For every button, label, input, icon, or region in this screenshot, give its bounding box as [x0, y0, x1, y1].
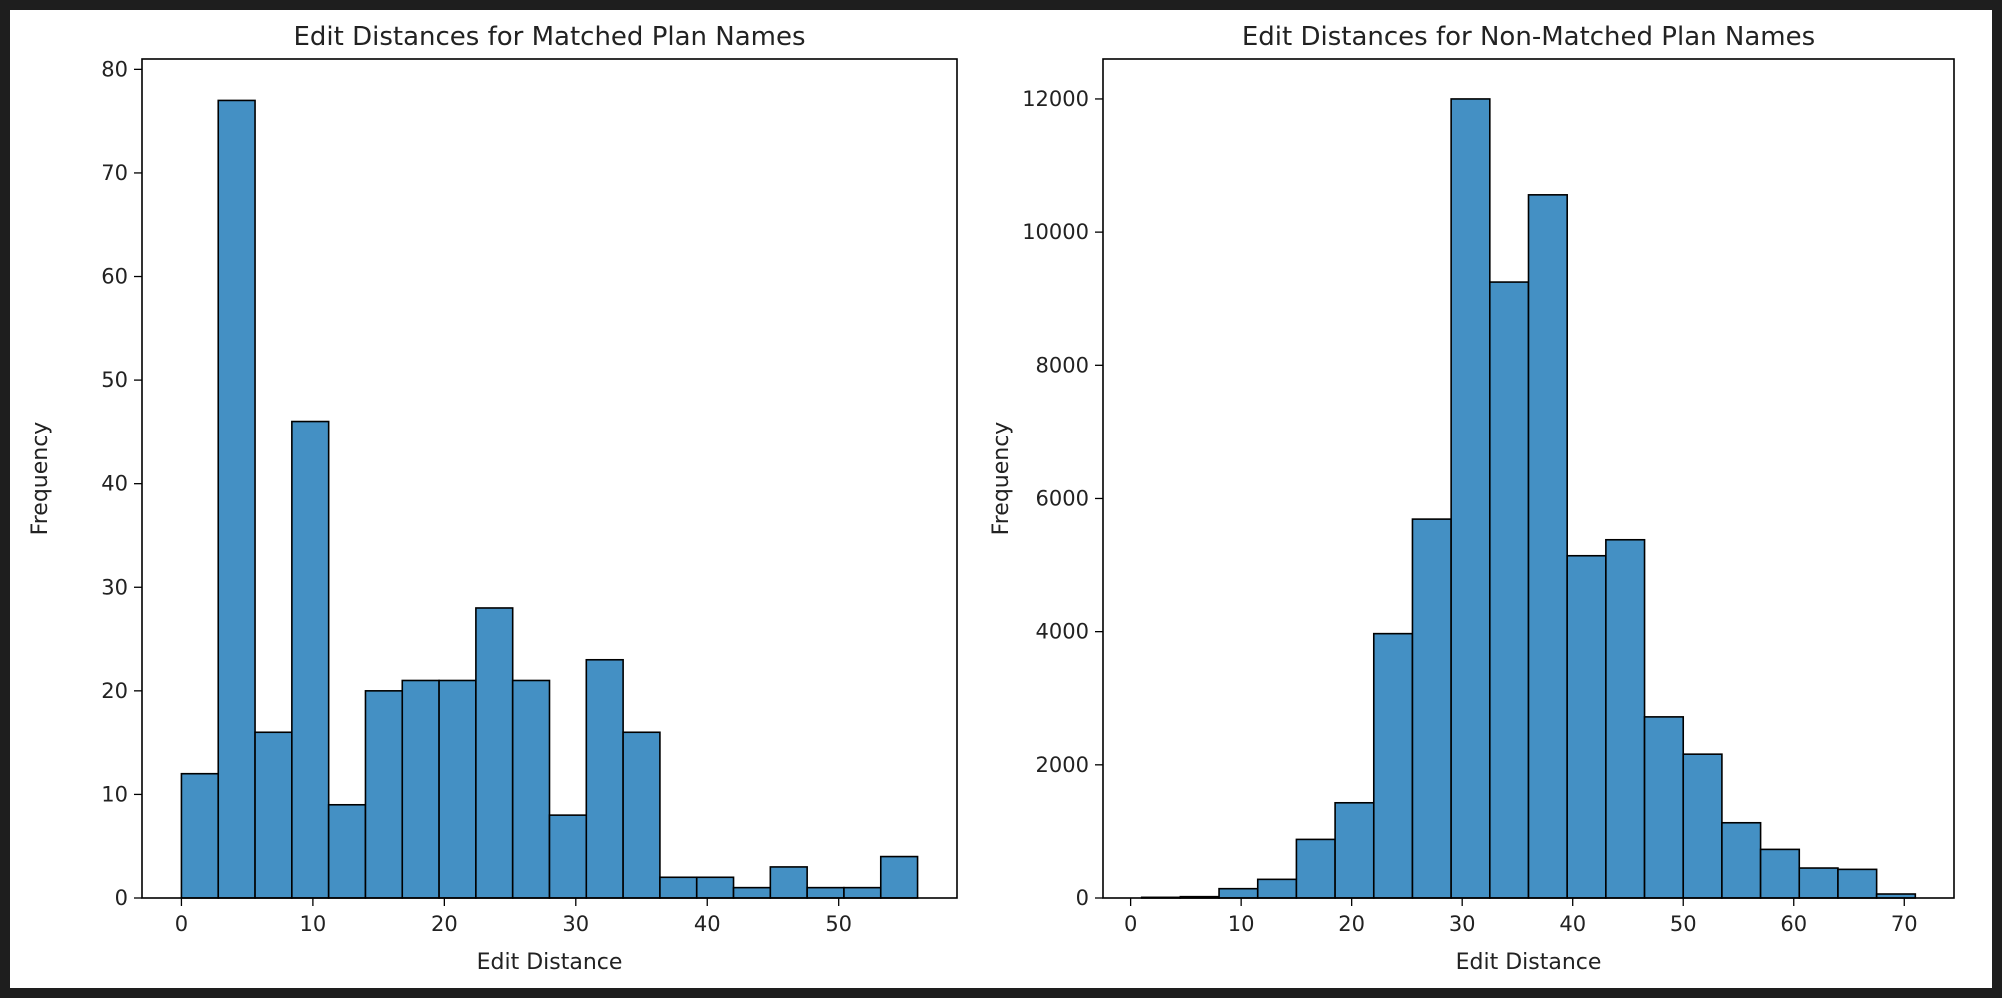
bar-9: [511, 679, 551, 899]
y-tick-label: 2000: [1036, 753, 1089, 777]
y-axis-label: Frequency: [28, 422, 53, 536]
y-tick-label: 8000: [1036, 353, 1089, 377]
bar-6: [401, 679, 440, 899]
y-tick-label: 50: [101, 368, 128, 392]
y-tick-label: 30: [101, 575, 128, 599]
y-tick-label: 12000: [1022, 87, 1089, 111]
y-tick-label: 0: [115, 886, 128, 910]
x-tick-label: 40: [694, 912, 721, 936]
y-tick-label: 60: [101, 265, 128, 289]
bar-16: [1759, 848, 1801, 899]
bar-3: [1256, 878, 1298, 899]
axes-frame: [141, 58, 958, 899]
bar-7: [1411, 518, 1452, 899]
x-tick-label: 60: [1780, 912, 1807, 936]
x-tick-label: 30: [562, 912, 589, 936]
bar-14: [695, 876, 735, 899]
x-tick-label: 20: [431, 912, 458, 936]
bar-14: [1682, 753, 1723, 899]
x-tick-label: 10: [1228, 912, 1255, 936]
bar-9: [1489, 281, 1530, 899]
x-tick-label: 0: [1124, 912, 1137, 936]
bar-5: [1334, 801, 1375, 899]
x-axis-label: Edit Distance: [1456, 950, 1602, 975]
x-tick-label: 30: [1449, 912, 1476, 936]
matched-histogram: 0 10 20 30 40 50 0 10 20 30 40 50 60 70 80 Edit Distanc…: [28, 22, 958, 975]
bar-13: [659, 876, 698, 899]
y-tick-label: 6000: [1036, 486, 1089, 510]
bar-15: [1721, 821, 1762, 899]
non-matched-histogram: 0 10 20 30 40 50 60 70 0 2000 4000 6000 8000 10000 120…: [989, 22, 1955, 975]
bar-12: [1605, 538, 1646, 899]
bar-8: [475, 607, 514, 899]
bar-2: [1218, 887, 1259, 899]
bar-2: [254, 731, 293, 899]
histogram-figure: 0 10 20 30 40 50 0 10 20 30 40 50 60 70 80 Edit Distanc…: [28, 22, 1955, 975]
bar-15: [732, 886, 772, 899]
bar-6: [1372, 632, 1414, 899]
bar-13: [1643, 716, 1685, 899]
y-tick-label: 40: [101, 472, 128, 496]
bar-4: [1295, 838, 1336, 899]
y-tick-label: 80: [101, 57, 128, 81]
bar-3: [291, 420, 330, 899]
x-tick-label: 70: [1891, 912, 1918, 936]
bar-11: [585, 658, 624, 899]
bar-18: [843, 886, 882, 899]
bar-4: [327, 803, 367, 899]
figure: 0 10 20 30 40 50 0 10 20 30 40 50 60 70 80 Edit Distanc…: [10, 10, 1992, 988]
bar-0: [180, 772, 220, 899]
y-tick-label: 10: [101, 782, 128, 806]
y-axis-label: Frequency: [989, 422, 1014, 536]
bar-10: [1527, 194, 1568, 899]
bar-18: [1837, 868, 1878, 899]
bar-11: [1566, 554, 1607, 899]
axes-frame: [1102, 58, 1955, 899]
bar-12: [622, 731, 661, 899]
bar-10: [548, 814, 588, 899]
y-tick-label: 10000: [1022, 220, 1089, 244]
x-axis-label: Edit Distance: [477, 950, 623, 975]
chart-title: Edit Distances for Matched Plan Names: [293, 22, 805, 52]
y-tick-label: 20: [101, 679, 128, 703]
bar-8: [1450, 98, 1491, 899]
x-tick-label: 50: [1670, 912, 1697, 936]
x-tick-label: 0: [175, 912, 188, 936]
bar-5: [364, 690, 404, 899]
y-tick-label: 4000: [1036, 620, 1089, 644]
x-tick-label: 20: [1338, 912, 1365, 936]
bar-19: [879, 855, 919, 899]
bar-17: [806, 886, 845, 899]
bar-7: [438, 679, 477, 899]
y-tick-label: 70: [101, 161, 128, 185]
x-tick-label: 40: [1559, 912, 1586, 936]
chart-title: Edit Distances for Non-Matched Plan Name…: [1242, 22, 1815, 52]
bar-17: [1798, 867, 1839, 899]
y-tick-label: 0: [1076, 886, 1089, 910]
x-tick-label: 10: [300, 912, 327, 936]
bar-1: [217, 99, 256, 899]
x-tick-label: 50: [825, 912, 852, 936]
bar-16: [769, 866, 808, 899]
